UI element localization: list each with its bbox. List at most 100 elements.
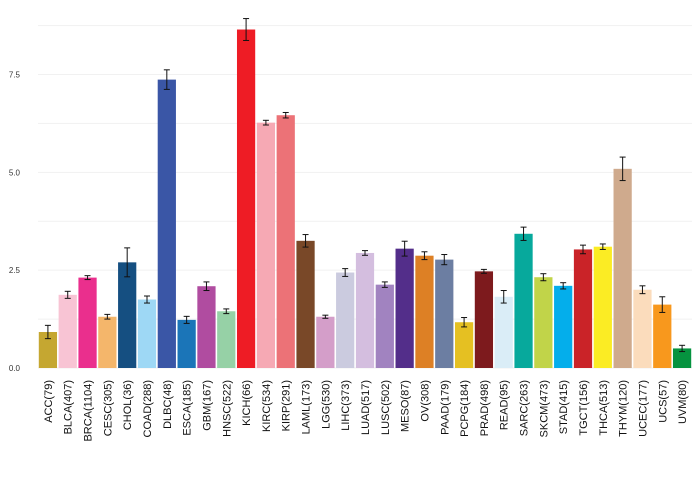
bar-GBM(167) bbox=[197, 286, 216, 368]
error-bar-UCEC(177) bbox=[639, 285, 646, 295]
y-axis-ticks: 0.0 2.5 5.0 7.5 bbox=[9, 71, 21, 373]
error-bar-KIRC(534) bbox=[262, 119, 269, 126]
error-bar-CHOL(36) bbox=[124, 247, 131, 278]
x-tick-label: PCPG(184) bbox=[459, 380, 471, 437]
bar-BRCA(1104) bbox=[78, 277, 97, 368]
error-bar-LUAD(517) bbox=[362, 250, 368, 256]
error-bar-UVM(80) bbox=[679, 344, 686, 353]
error-bar-THCA(513) bbox=[599, 243, 606, 250]
bar-PRAD(498) bbox=[474, 271, 494, 368]
x-tick-label: READ(95) bbox=[499, 380, 511, 430]
x-tick-label: LUSC(502) bbox=[380, 380, 392, 435]
x-tick-label: LAML(173) bbox=[301, 380, 313, 434]
x-tick-label: SARC(263) bbox=[519, 380, 531, 436]
bar-STAD(415) bbox=[554, 285, 573, 368]
bar-HNSC(522) bbox=[217, 311, 236, 368]
x-tick-label: UCS(57) bbox=[657, 380, 669, 423]
error-bar-UCS(57) bbox=[659, 296, 666, 313]
error-bar-LAML(173) bbox=[302, 234, 309, 248]
x-tick-label: GBM(167) bbox=[201, 380, 213, 431]
error-bar-OV(308) bbox=[421, 251, 428, 261]
error-bar-MESO(87) bbox=[401, 240, 408, 257]
error-bar-LGG(530) bbox=[322, 314, 329, 319]
bar-DLBC(48) bbox=[157, 79, 176, 368]
x-tick-label: MESO(87) bbox=[400, 380, 412, 432]
error-bar-HNSC(522) bbox=[223, 308, 230, 315]
y-tick-label: 5.0 bbox=[9, 168, 21, 177]
x-tick-label: LUAD(517) bbox=[360, 380, 372, 435]
bar-ACC(79) bbox=[38, 332, 58, 368]
bar-LAML(173) bbox=[296, 240, 315, 368]
x-tick-label: ESCA(185) bbox=[182, 380, 194, 436]
error-bar-SARC(263) bbox=[520, 226, 527, 241]
x-tick-label: SKCM(473) bbox=[538, 380, 550, 437]
bar-KIRC(534) bbox=[256, 122, 276, 368]
error-bar-STAD(415) bbox=[560, 282, 567, 290]
bar-UCS(57) bbox=[653, 304, 672, 368]
error-bar-BLCA(407) bbox=[64, 290, 71, 299]
x-tick-label: COAD(288) bbox=[142, 380, 154, 437]
error-bar-PRAD(498) bbox=[480, 268, 487, 274]
bar-OV(308) bbox=[415, 255, 434, 368]
bar-BLCA(407) bbox=[58, 294, 77, 368]
x-tick-label: KIRC(534) bbox=[261, 380, 273, 432]
x-tick-label: KIRP(291) bbox=[281, 380, 293, 431]
bar-PAAD(179) bbox=[435, 259, 454, 368]
x-tick-label: CESC(305) bbox=[102, 380, 114, 436]
error-bar-LUSC(502) bbox=[381, 281, 388, 288]
error-bars bbox=[44, 18, 686, 353]
x-tick-label: BLCA(407) bbox=[63, 380, 75, 434]
bars bbox=[38, 29, 692, 369]
error-bar-DLBC(48) bbox=[163, 69, 170, 90]
bar-CHOL(36) bbox=[118, 262, 137, 368]
x-tick-label: HNSC(522) bbox=[221, 380, 233, 437]
bar-KICH(66) bbox=[236, 29, 256, 369]
error-bar-PCPG(184) bbox=[461, 317, 468, 328]
error-bar-BRCA(1104) bbox=[84, 275, 91, 281]
x-tick-label: LGG(530) bbox=[320, 380, 332, 429]
y-tick-label: 7.5 bbox=[9, 71, 21, 80]
bar-TGCT(156) bbox=[573, 249, 593, 368]
x-tick-label: PAAD(179) bbox=[439, 380, 451, 435]
y-tick-label: 0.0 bbox=[9, 364, 21, 373]
x-tick-label: STAD(415) bbox=[558, 380, 570, 434]
bar-LUSC(502) bbox=[375, 284, 394, 368]
error-bar-LIHC(373) bbox=[342, 268, 349, 277]
x-tick-label: CHOL(36) bbox=[122, 380, 134, 430]
bar-COAD(288) bbox=[137, 299, 157, 368]
x-tick-label: BRCA(1104) bbox=[83, 380, 95, 442]
error-bar-TGCT(156) bbox=[580, 244, 586, 255]
error-bar-READ(95) bbox=[500, 290, 507, 304]
error-bar-ACC(79) bbox=[44, 324, 51, 340]
error-bar-SKCM(473) bbox=[540, 273, 547, 282]
bar-THCA(513) bbox=[593, 246, 612, 368]
bar-LUAD(517) bbox=[355, 252, 375, 368]
error-bar-GBM(167) bbox=[203, 281, 210, 292]
bar-READ(95) bbox=[494, 296, 513, 368]
x-tick-label: UVM(80) bbox=[677, 380, 689, 424]
x-tick-label: PRAD(498) bbox=[479, 380, 491, 436]
bar-SKCM(473) bbox=[534, 277, 553, 368]
bar-MESO(87) bbox=[395, 248, 414, 368]
x-tick-label: TGCT(156) bbox=[578, 380, 590, 436]
x-tick-label: UCEC(177) bbox=[637, 380, 649, 437]
x-axis-labels: ACC(79) BLCA(407) BRCA(1104) CESC(305) CHOL(… bbox=[43, 380, 689, 442]
y-tick-label: 2.5 bbox=[9, 266, 21, 275]
x-tick-label: THCA(513) bbox=[598, 380, 610, 436]
x-tick-label: DLBC(48) bbox=[162, 380, 174, 429]
bar-PCPG(184) bbox=[454, 322, 474, 368]
x-tick-label: ACC(79) bbox=[43, 380, 55, 423]
error-bar-PAAD(179) bbox=[441, 254, 448, 266]
error-bar-KICH(66) bbox=[243, 18, 250, 41]
bar-LGG(530) bbox=[316, 316, 335, 368]
bar-LIHC(373) bbox=[336, 272, 355, 368]
x-tick-label: KICH(66) bbox=[241, 380, 253, 426]
x-tick-label: THYM(120) bbox=[618, 380, 630, 437]
x-tick-label: OV(308) bbox=[419, 380, 431, 422]
error-bar-CESC(305) bbox=[104, 313, 111, 320]
error-bar-THYM(120) bbox=[619, 156, 626, 182]
error-bar-COAD(288) bbox=[144, 295, 150, 304]
error-bar-ESCA(185) bbox=[183, 315, 190, 324]
bar-UCEC(177) bbox=[633, 289, 652, 368]
